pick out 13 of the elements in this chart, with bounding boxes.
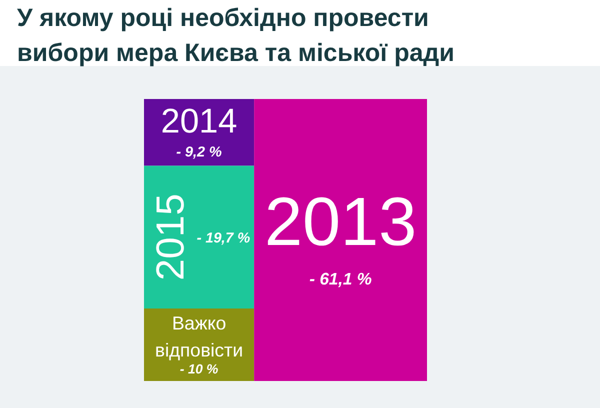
category-label: 2013 — [264, 184, 417, 260]
text: - — [176, 144, 182, 161]
text: - — [180, 362, 185, 377]
category-label: Важко відповісти — [155, 312, 244, 361]
data-label: 10 % — [188, 362, 218, 377]
category-label: 2014 — [160, 102, 238, 141]
text: - — [309, 269, 316, 288]
data-label: 9,2 % — [185, 144, 222, 161]
data-label: 61,1 % — [320, 269, 372, 288]
category-label: 2015 — [149, 194, 192, 281]
text: - — [196, 230, 202, 246]
data-label: 19,7 % — [205, 230, 250, 246]
text: У якому році необхідно провести вибори мера Києва та міської ради — [17, 3, 456, 69]
